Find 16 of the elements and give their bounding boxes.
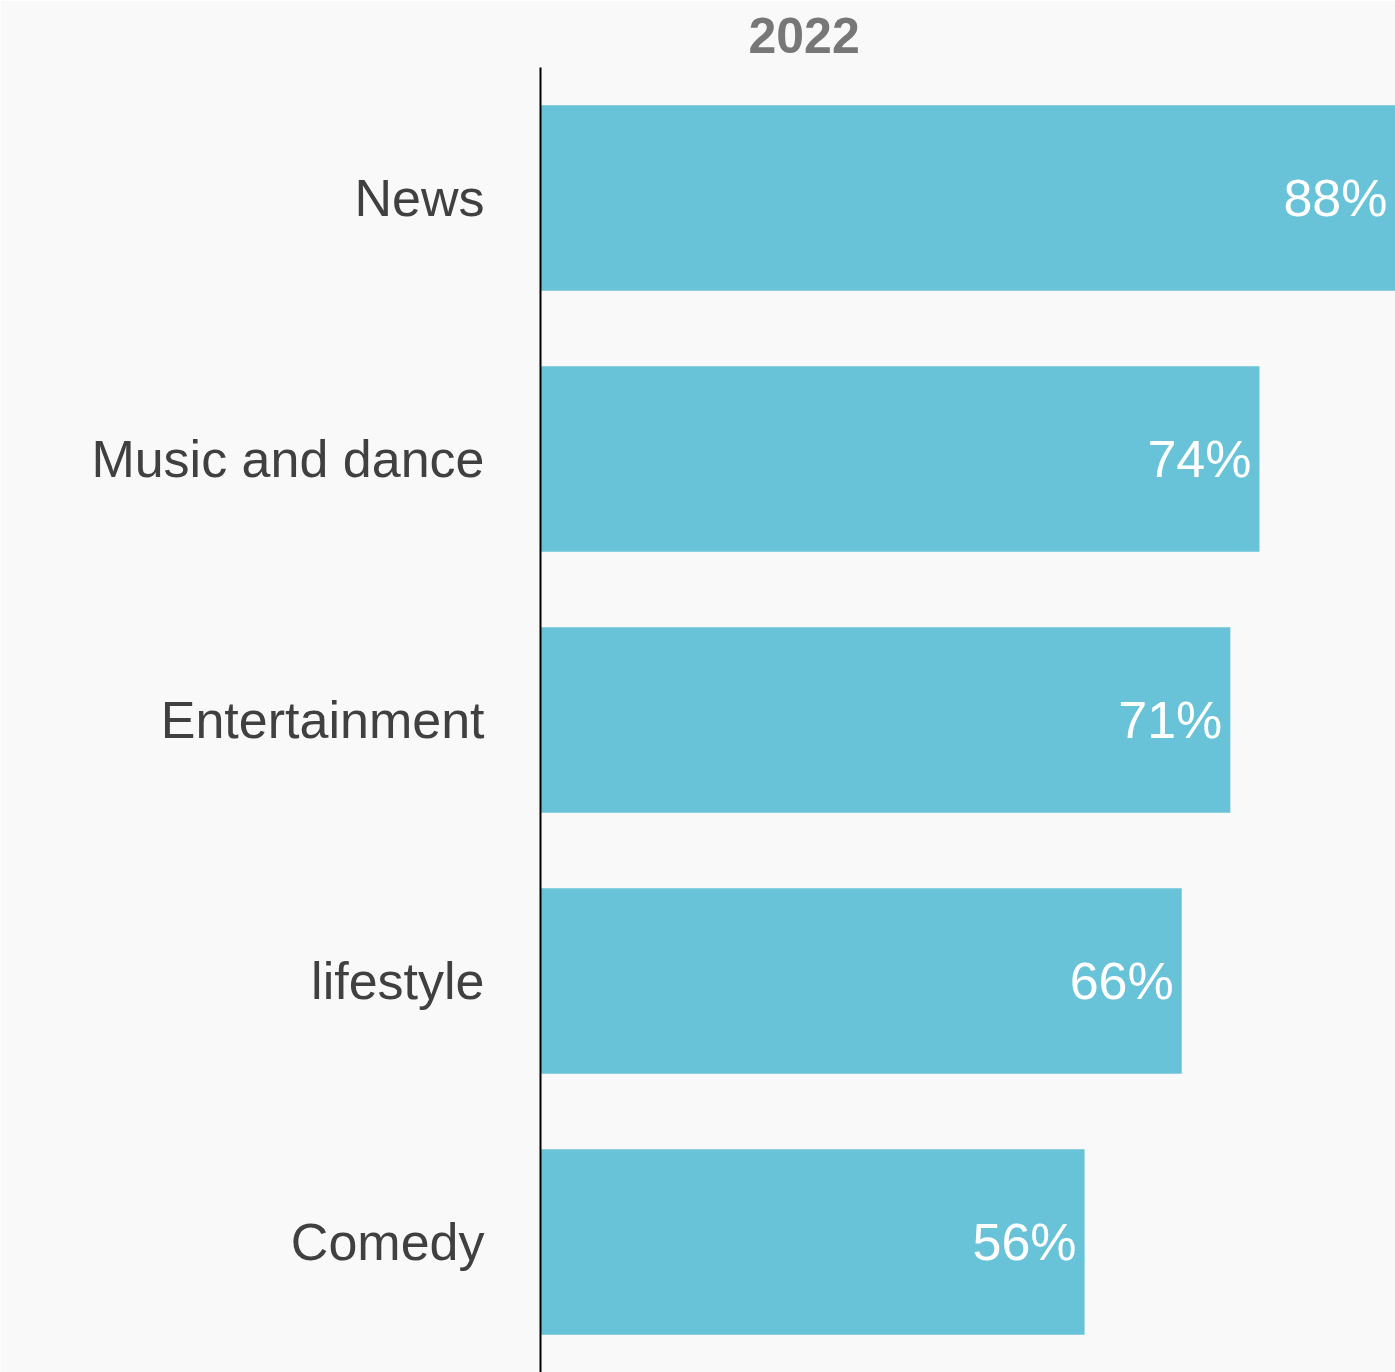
data-label: 71%	[1118, 691, 1223, 749]
y-tick-label: Entertainment	[160, 691, 486, 749]
y-tick-label: Comedy	[290, 1213, 485, 1271]
data-label: 74%	[1147, 430, 1252, 488]
bar	[540, 1149, 1085, 1335]
bar	[540, 888, 1182, 1074]
bar	[540, 105, 1395, 291]
data-label: 56%	[972, 1213, 1077, 1271]
chart-title: 2022	[748, 7, 860, 64]
bar	[540, 366, 1260, 552]
y-tick-label: lifestyle	[311, 952, 485, 1010]
data-label: 66%	[1069, 952, 1174, 1010]
y-tick-label: News	[354, 169, 485, 227]
y-tick-label: Music and dance	[91, 430, 485, 488]
data-label: 88%	[1283, 169, 1388, 227]
bar	[540, 627, 1231, 813]
